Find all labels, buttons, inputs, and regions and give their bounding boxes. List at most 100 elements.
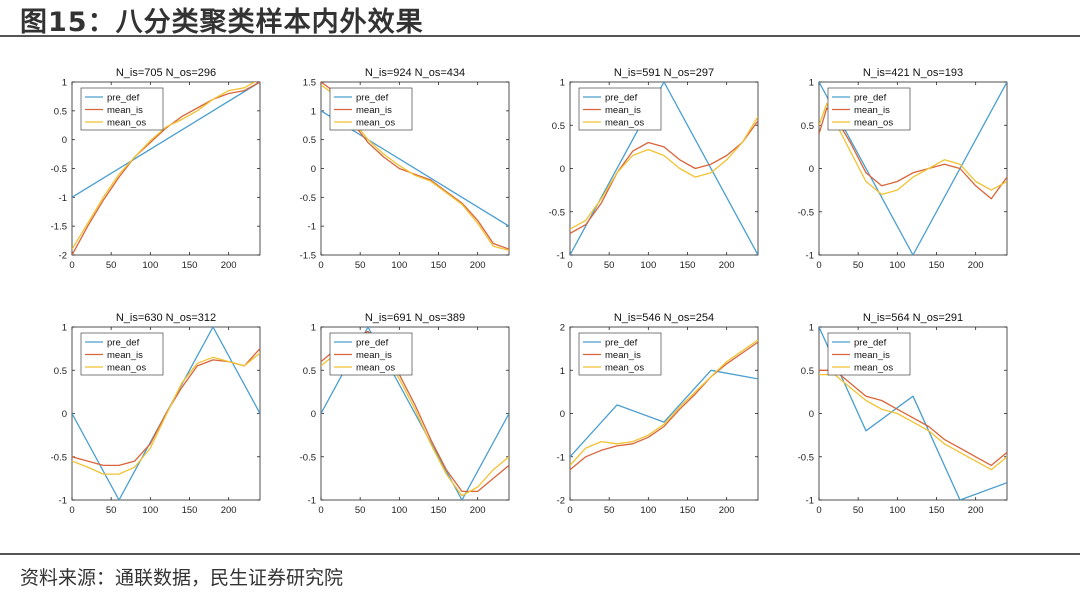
subplot-8: N_is=564 N_os=291 0 50 100 150 200 1 0.5 0 -0.5 -1… (798, 312, 1008, 516)
x-tick-label: 100 (889, 505, 905, 516)
legend-label: mean_is (107, 105, 143, 116)
x-tick-label: 150 (182, 260, 198, 271)
series-line-mean-os (570, 339, 758, 466)
y-tick-label: -0.5 (51, 164, 67, 175)
y-tick-label: -1 (557, 452, 565, 463)
figure-title: 图15：八分类聚类样本内外效果 (20, 7, 424, 38)
y-tick-label: 0.5 (54, 366, 67, 377)
y-tick-label: -1 (806, 251, 814, 262)
subplot-title: N_is=630 N_os=312 (116, 312, 216, 324)
y-tick-label: -0.5 (300, 193, 316, 204)
x-tick-label: 50 (604, 505, 615, 516)
x-tick-label: 0 (816, 260, 821, 271)
y-tick-label: -1.5 (300, 251, 316, 262)
subplot-title: N_is=546 N_os=254 (614, 312, 714, 324)
x-tick-label: 200 (968, 260, 984, 271)
subplot-4: N_is=421 N_os=193 0 50 100 150 200 1 0.5 0 -0.5 -1… (798, 67, 1008, 271)
series-line-pre-def (570, 82, 758, 255)
y-tick-label: -1 (59, 496, 67, 507)
x-tick-label: 50 (106, 505, 117, 516)
y-tick-label: 0.5 (54, 106, 67, 117)
y-tick-label: 0.5 (552, 121, 565, 132)
x-tick-label: 200 (470, 505, 486, 516)
x-tick-label: 200 (221, 505, 237, 516)
series-line-mean-os (72, 352, 260, 475)
legend-label: pre_def (356, 93, 389, 104)
legend-label: mean_is (854, 105, 890, 116)
series-line-pre-def (570, 369, 758, 458)
x-tick-label: 200 (719, 505, 735, 516)
x-tick-label: 200 (221, 260, 237, 271)
series-line-mean-is (819, 369, 1007, 467)
subplot-7: N_is=546 N_os=254 0 50 100 150 200 2 1 0 -1 -2 pre_… (557, 312, 759, 516)
y-tick-label: -0.5 (51, 452, 67, 463)
x-tick-label: 50 (355, 260, 366, 271)
footer-divider (0, 553, 1080, 555)
y-tick-label: 0 (560, 164, 565, 175)
x-tick-label: 200 (470, 260, 486, 271)
subplot-2: N_is=924 N_os=434 0 50 100 150 200 1.5 1 0.5 0 -0.… (300, 67, 510, 271)
x-tick-label: 0 (567, 260, 572, 271)
x-tick-label: 200 (968, 505, 984, 516)
legend-label: mean_is (356, 105, 392, 116)
x-tick-label: 0 (567, 505, 572, 516)
y-tick-label: 0 (809, 164, 814, 175)
x-tick-label: 150 (431, 505, 447, 516)
series-line-mean-os (819, 373, 1007, 471)
y-tick-label: 0 (311, 164, 316, 175)
subplot-title: N_is=705 N_os=296 (116, 67, 216, 79)
legend-label: mean_is (854, 350, 890, 361)
y-tick-label: 1 (311, 323, 316, 334)
legend-label: mean_os (605, 118, 644, 129)
y-tick-label: -1 (308, 496, 316, 507)
x-tick-label: 150 (680, 505, 696, 516)
legend-label: mean_is (605, 350, 641, 361)
y-tick-label: 2 (560, 323, 565, 334)
x-tick-label: 50 (853, 260, 864, 271)
y-tick-label: 1 (62, 78, 67, 89)
x-tick-label: 50 (604, 260, 615, 271)
subplot-title: N_is=924 N_os=434 (365, 67, 465, 79)
y-tick-label: 1 (809, 323, 814, 334)
series-line-pre-def (72, 82, 260, 198)
series-line-pre-def (819, 82, 1007, 255)
x-tick-label: 100 (391, 260, 407, 271)
x-tick-label: 100 (142, 505, 158, 516)
legend-label: mean_os (854, 363, 893, 374)
x-tick-label: 100 (142, 260, 158, 271)
subplot-title: N_is=564 N_os=291 (863, 312, 963, 324)
y-tick-label: 1.5 (303, 78, 316, 89)
y-tick-label: 1 (62, 323, 67, 334)
legend-label: mean_os (605, 363, 644, 374)
y-tick-label: -2 (557, 496, 565, 507)
legend-label: mean_os (356, 363, 395, 374)
subplot-1: N_is=705 N_os=296 0 50 100 150 200 1 0.5 0 -0.5 -1… (51, 67, 261, 271)
x-tick-label: 0 (816, 505, 821, 516)
y-tick-label: -0.5 (549, 207, 565, 218)
x-tick-label: 100 (640, 505, 656, 516)
subplot-3: N_is=591 N_os=297 0 50 100 150 200 1 0.5 0 -0.5 -1… (549, 67, 759, 271)
x-tick-label: 100 (889, 260, 905, 271)
legend-label: mean_is (356, 350, 392, 361)
y-tick-label: -1 (308, 222, 316, 233)
x-tick-label: 50 (853, 505, 864, 516)
x-tick-label: 150 (929, 260, 945, 271)
y-tick-label: 0.5 (303, 366, 316, 377)
y-tick-label: -1.5 (51, 222, 67, 233)
x-tick-label: 150 (182, 505, 198, 516)
x-tick-label: 150 (680, 260, 696, 271)
y-tick-label: -1 (557, 251, 565, 262)
x-tick-label: 0 (69, 505, 74, 516)
y-tick-label: 1 (311, 106, 316, 117)
legend-label: pre_def (356, 338, 389, 349)
x-tick-label: 200 (719, 260, 735, 271)
legend-label: mean_os (356, 118, 395, 129)
